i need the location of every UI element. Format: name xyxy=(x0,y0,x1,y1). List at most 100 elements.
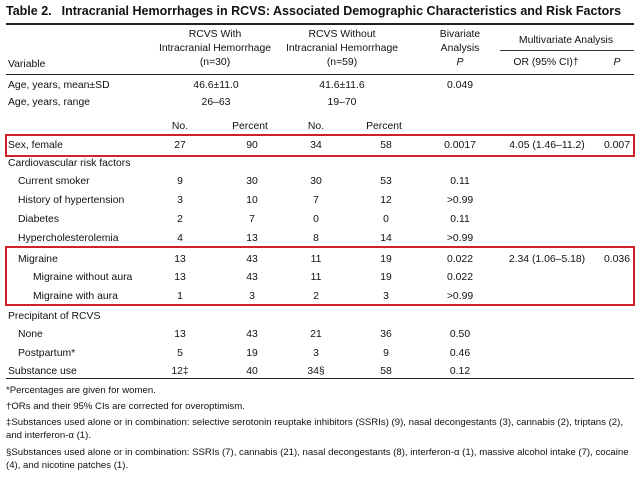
cell-no-with: 13 xyxy=(174,272,186,283)
cell-bivariate-p: 0.022 xyxy=(446,272,474,283)
cell-or: 2.34 (1.06–5.18) xyxy=(508,254,586,265)
cell-no-with: 5 xyxy=(177,348,183,359)
cell-percent-without: 14 xyxy=(380,233,392,244)
cell-bivariate-p: 0.11 xyxy=(450,176,470,187)
cell-no-with: 2 xyxy=(177,214,183,225)
footnote-percentages: *Percentages are given for women. xyxy=(6,385,156,396)
row-label: Migraine with aura xyxy=(33,291,118,302)
header-without-line1: RCVS Without xyxy=(308,29,376,40)
row-label: Postpartum* xyxy=(18,348,76,359)
row-label: None xyxy=(18,329,43,340)
cell-percent-without: 58 xyxy=(380,366,392,377)
age-mean-label: Age, years, mean±SD xyxy=(8,80,110,91)
cell-bivariate-p: 0.0017 xyxy=(444,140,476,151)
subheader-no-without: No. xyxy=(307,121,325,132)
cell-percent-without: 53 xyxy=(380,176,392,187)
cell-percent-with: 30 xyxy=(246,176,258,187)
age-mean-without: 41.6±11.6 xyxy=(319,80,365,91)
age-range-with: 26–63 xyxy=(201,97,231,108)
cell-bivariate-p: 0.46 xyxy=(449,348,471,359)
footnote-substances-without: §Substances used alone or in combination… xyxy=(6,447,629,471)
header-multivariate-p: P xyxy=(613,57,621,68)
row-label: Current smoker xyxy=(18,176,90,187)
cell-percent-without: 9 xyxy=(383,348,389,359)
age-mean-p: 0.049 xyxy=(446,80,474,91)
cell-bivariate-p: >0.99 xyxy=(446,233,474,244)
subheader-percent-without: Percent xyxy=(366,121,402,132)
header-bivariate-p: P xyxy=(456,57,464,68)
row-label: Substance use xyxy=(8,366,77,377)
cell-percent-with: 19 xyxy=(246,348,258,359)
footnote-or: †ORs and their 95% CIs are corrected for… xyxy=(6,401,245,412)
row-label: Cardiovascular risk factors xyxy=(8,158,131,169)
cell-percent-with: 7 xyxy=(249,214,255,225)
cell-percent-with: 40 xyxy=(246,366,258,377)
row-label: Diabetes xyxy=(18,214,60,225)
header-multivariate: Multivariate Analysis xyxy=(518,35,614,46)
cell-percent-without: 12 xyxy=(380,195,392,206)
cell-no-without: 3 xyxy=(313,348,319,359)
row-label: Migraine xyxy=(18,254,58,265)
cell-no-with: 9 xyxy=(177,176,183,187)
cell-bivariate-p: 0.11 xyxy=(450,214,470,225)
cell-no-without: 2 xyxy=(313,291,319,302)
cell-multivariate-p: 0.036 xyxy=(603,254,631,265)
cell-no-without: 21 xyxy=(310,329,322,340)
header-with-line2: Intracranial Hemorrhage xyxy=(158,43,272,54)
cell-percent-without: 0 xyxy=(383,214,389,225)
table-label: Table 2. xyxy=(6,4,52,18)
subheader-no-with: No. xyxy=(171,121,189,132)
cell-no-without: 7 xyxy=(313,195,319,206)
cell-no-without: 34§ xyxy=(307,366,325,377)
header-bivariate-line2: Analysis xyxy=(440,43,480,54)
cell-no-without: 11 xyxy=(310,272,322,283)
multivariate-underline xyxy=(500,50,634,51)
cell-bivariate-p: 0.50 xyxy=(449,329,471,340)
cell-percent-without: 19 xyxy=(380,272,392,283)
cell-no-with: 3 xyxy=(177,195,183,206)
cell-percent-with: 43 xyxy=(246,329,258,340)
header-with-n: (n=30) xyxy=(199,57,231,68)
age-mean-with: 46.6±11.0 xyxy=(193,80,239,91)
table-caption: Intracranial Hemorrhages in RCVS: Associ… xyxy=(61,4,622,18)
cell-percent-with: 10 xyxy=(246,195,258,206)
age-range-label: Age, years, range xyxy=(8,97,91,108)
cell-no-without: 34 xyxy=(310,140,322,151)
cell-no-with: 27 xyxy=(174,140,186,151)
cell-bivariate-p: >0.99 xyxy=(446,291,474,302)
cell-percent-without: 19 xyxy=(380,254,392,265)
age-range-without: 19–70 xyxy=(327,97,357,108)
subheader-percent-with: Percent xyxy=(232,121,268,132)
cell-bivariate-p: 0.022 xyxy=(446,254,474,265)
row-label: Migraine without aura xyxy=(33,272,133,283)
cell-no-without: 8 xyxy=(313,233,319,244)
cell-percent-with: 90 xyxy=(246,140,258,151)
cell-no-with: 1 xyxy=(177,291,183,302)
header-bivariate-line1: Bivariate xyxy=(439,29,481,40)
header-with-line1: RCVS With xyxy=(188,29,242,40)
cell-percent-with: 43 xyxy=(246,272,258,283)
header-variable: Variable xyxy=(8,59,46,70)
header-rule xyxy=(6,74,634,75)
row-label: History of hypertension xyxy=(18,195,125,206)
cell-multivariate-p: 0.007 xyxy=(603,140,631,151)
cell-percent-with: 43 xyxy=(246,254,258,265)
cell-no-with: 13 xyxy=(174,254,186,265)
cell-or: 4.05 (1.46–11.2) xyxy=(509,140,585,151)
cell-no-with: 13 xyxy=(174,329,186,340)
bottom-rule xyxy=(6,378,634,380)
header-without-line2: Intracranial Hemorrhage xyxy=(285,43,399,54)
top-rule xyxy=(6,23,634,25)
cell-no-without: 0 xyxy=(313,214,319,225)
cell-percent-without: 3 xyxy=(383,291,389,302)
highlight-box-migraine xyxy=(5,246,635,306)
header-without-n: (n=59) xyxy=(326,57,358,68)
header-or: OR (95% CI)† xyxy=(513,57,579,68)
highlight-box-sex xyxy=(5,134,635,157)
row-label: Precipitant of RCVS xyxy=(8,311,101,322)
cell-percent-with: 3 xyxy=(249,291,255,302)
cell-percent-without: 36 xyxy=(380,329,392,340)
cell-no-without: 11 xyxy=(310,254,322,265)
cell-percent-with: 13 xyxy=(246,233,258,244)
row-label: Hypercholesterolemia xyxy=(18,233,119,244)
